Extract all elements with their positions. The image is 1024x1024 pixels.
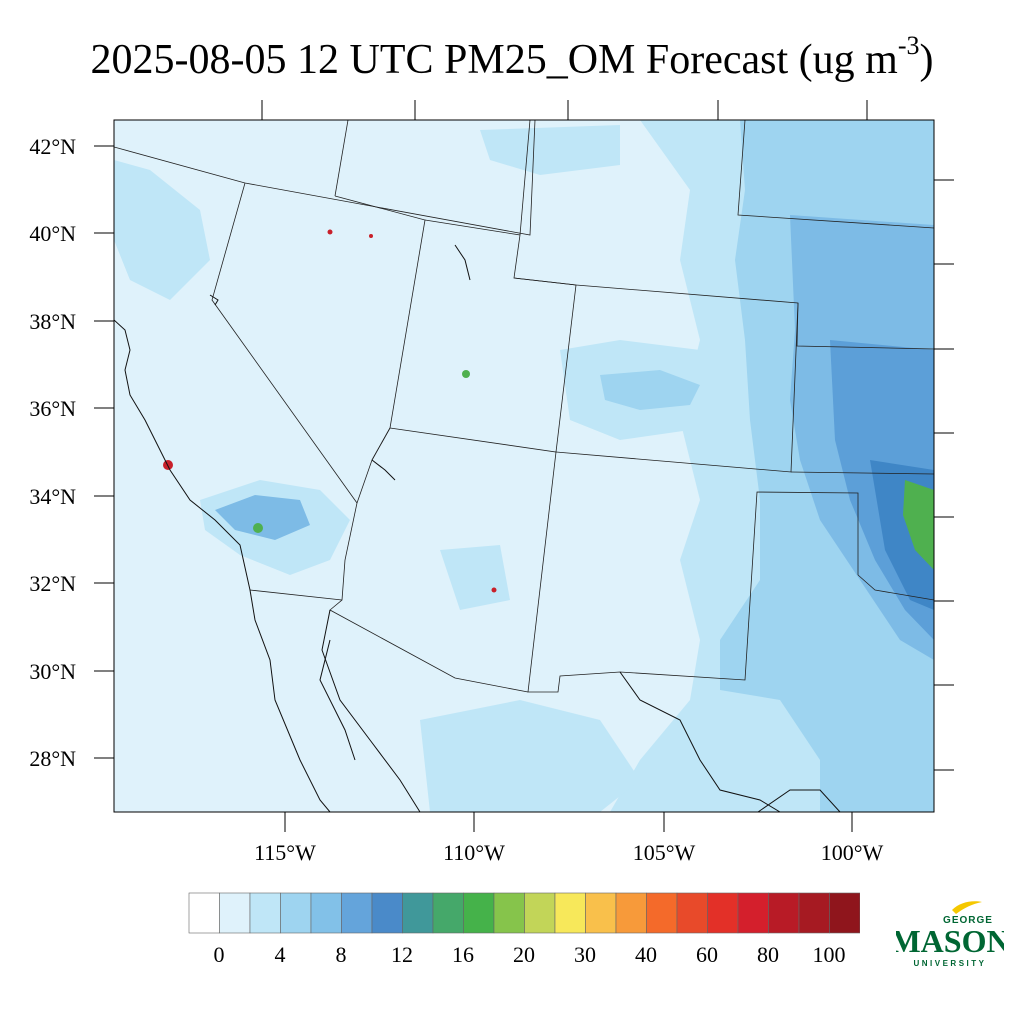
chart-title: 2025-08-05 12 UTC PM25_OM Forecast (ug m… xyxy=(0,22,1024,88)
map-plot-area xyxy=(114,120,934,812)
colorbar-box-6 xyxy=(371,892,403,934)
colorbar-label-40: 40 xyxy=(635,942,657,967)
george-mason-logo: GEORGE MASON UNIVERSITY xyxy=(896,901,1004,968)
lat-label-42n: 42°N xyxy=(29,134,76,159)
title-close: ) xyxy=(919,37,934,83)
lat-label-30n: 30°N xyxy=(29,659,76,684)
contour-nm-south xyxy=(440,545,510,610)
contour-west-coast xyxy=(114,160,210,300)
lat-label-40n: 40°N xyxy=(29,221,76,246)
lon-label-110w: 110°W xyxy=(443,840,505,865)
colorbar-box-7 xyxy=(402,892,434,934)
colorbar-box-9 xyxy=(463,892,495,934)
boundary-ks-ok xyxy=(790,471,934,475)
boundary-ca-mexico xyxy=(249,589,343,601)
colorbar-label-80: 80 xyxy=(757,942,779,967)
lat-label-28n: 28°N xyxy=(29,746,76,771)
lake-tahoe xyxy=(209,294,219,306)
contour-california-core xyxy=(215,495,310,540)
colorbar-box-12 xyxy=(554,892,586,934)
colorbar-box-13 xyxy=(585,892,617,934)
colorbar-box-0 xyxy=(188,892,220,934)
colorbar-label-20: 20 xyxy=(513,942,535,967)
colorbar-box-20 xyxy=(798,892,830,934)
fire-new-mexico xyxy=(491,587,497,593)
contour-east-green xyxy=(903,480,934,570)
colorbar-label-30: 30 xyxy=(574,942,596,967)
colorbar-box-3 xyxy=(280,892,312,934)
title-main: 2025-08-05 12 UTC PM25_OM Forecast (ug m xyxy=(90,37,898,83)
boundary-or-id xyxy=(114,120,536,236)
logo-mason: MASON xyxy=(896,923,1004,959)
colorbar-box-8 xyxy=(432,892,464,934)
colorbar-label-0: 0 xyxy=(213,942,225,967)
boundary-sd-ne xyxy=(737,120,934,229)
colorbar-box-15 xyxy=(646,892,678,934)
logo-accent-swoosh xyxy=(952,901,982,914)
lat-label-32n: 32°N xyxy=(29,571,76,596)
colorbar-box-1 xyxy=(219,892,251,934)
hotspot-utah xyxy=(462,370,470,378)
lat-label-34n: 34°N xyxy=(29,484,76,509)
lon-label-100w: 100°W xyxy=(821,840,884,865)
coastline-pacific xyxy=(114,319,331,812)
logo-george: GEORGE xyxy=(943,915,993,926)
fire-nevada-1 xyxy=(327,229,333,235)
colorbar-box-14 xyxy=(615,892,647,934)
boundary-tx-ok xyxy=(857,574,934,601)
colorbar xyxy=(188,892,860,934)
colorbar-box-5 xyxy=(341,892,373,934)
colorbar-label-12: 12 xyxy=(391,942,413,967)
title-superscript: -3 xyxy=(897,31,920,60)
colorbar-box-11 xyxy=(524,892,556,934)
coastline-baja-inner xyxy=(319,639,356,761)
border-rio-grande-east xyxy=(757,789,841,812)
boundary-id-wy xyxy=(519,120,531,236)
map-ticks xyxy=(94,100,954,832)
hotspot-socal xyxy=(253,523,263,533)
colorbar-label-16: 16 xyxy=(452,942,474,967)
coastlines xyxy=(114,244,841,812)
boundary-az xyxy=(329,427,529,693)
lon-label-115w: 115°W xyxy=(254,840,316,865)
colorbar-box-17 xyxy=(707,892,739,934)
colorbar-box-16 xyxy=(676,892,708,934)
colorbar-label-60: 60 xyxy=(696,942,718,967)
colorbar-box-10 xyxy=(493,892,525,934)
colorbar-box-4 xyxy=(310,892,342,934)
border-rio-grande xyxy=(619,671,781,812)
contour-mexico xyxy=(420,700,640,812)
colorbar-box-21 xyxy=(829,892,860,934)
boundary-id-nv xyxy=(334,120,349,197)
colorbar-box-2 xyxy=(249,892,281,934)
map-frame xyxy=(113,119,935,813)
river-colorado xyxy=(371,459,396,481)
coastline-gulf-california-east xyxy=(321,609,421,812)
boundary-nv-ca xyxy=(211,182,358,504)
logo-university: UNIVERSITY xyxy=(913,959,986,968)
lake-great-salt xyxy=(454,244,471,281)
lon-label-105w: 105°W xyxy=(633,840,696,865)
colorbar-box-18 xyxy=(737,892,769,934)
colorbar-label-8: 8 xyxy=(335,942,347,967)
colorbar-label-100: 100 xyxy=(812,942,846,967)
lat-label-36n: 36°N xyxy=(29,396,76,421)
contour-colorado-core xyxy=(600,370,700,410)
lat-label-38n: 38°N xyxy=(29,309,76,334)
colorbar-box-19 xyxy=(768,892,800,934)
contour-wyoming xyxy=(480,125,620,175)
fire-nevada-2 xyxy=(369,234,373,238)
colorbar-label-4: 4 xyxy=(274,942,286,967)
